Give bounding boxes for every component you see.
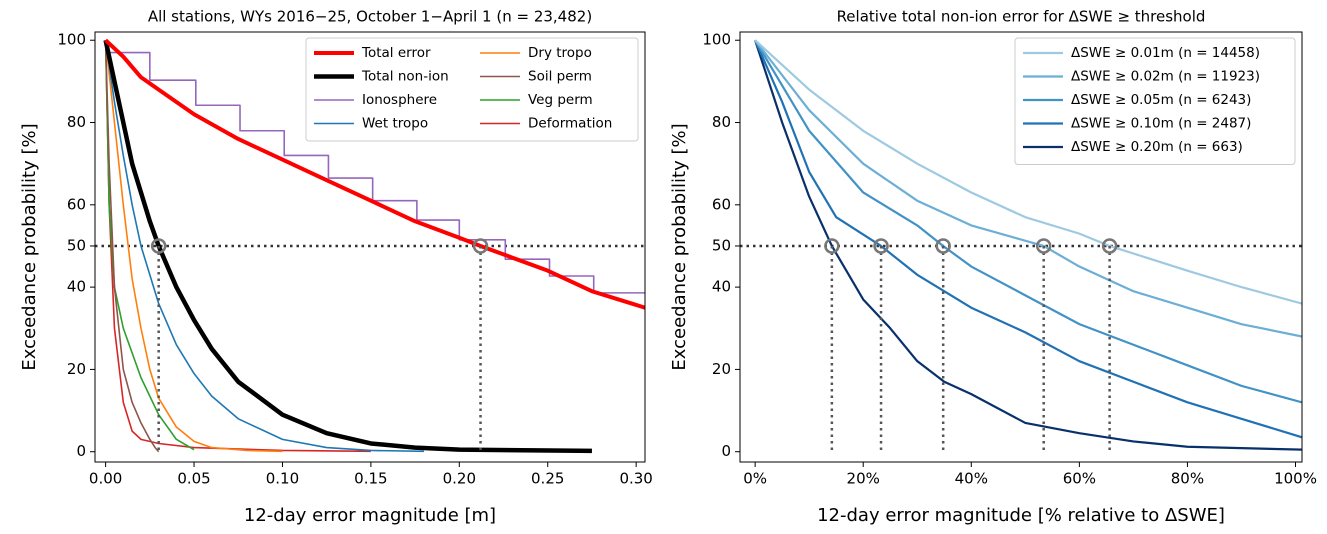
y-tick-label: 40 xyxy=(712,278,731,296)
series-line xyxy=(754,39,1302,404)
x-tick-label: 0.05 xyxy=(177,470,210,488)
y-tick-label: 50 xyxy=(712,236,731,254)
legend-label: Dry tropo xyxy=(528,45,592,61)
reference-point xyxy=(935,238,951,254)
y-tick-label: 100 xyxy=(57,31,86,49)
x-tick-label: 100% xyxy=(1274,470,1317,488)
y-tick-label: 100 xyxy=(702,31,731,49)
y-tick-label: 20 xyxy=(67,360,86,378)
plot-area xyxy=(740,39,1302,452)
reference-point xyxy=(1101,238,1118,254)
reference-point xyxy=(824,238,840,254)
x-tick-label: 80% xyxy=(1171,470,1204,488)
series-line xyxy=(104,40,424,453)
y-tick-label: 60 xyxy=(67,195,86,213)
legend-label: ΔSWE ≥ 0.10m (n = 2487) xyxy=(1071,116,1251,132)
legend-label: Veg perm xyxy=(528,92,593,108)
x-axis-label: 12-day error magnitude [% relative to ΔS… xyxy=(817,505,1225,526)
chart-title: Relative total non-ion error for ΔSWE ≥ … xyxy=(837,8,1206,26)
x-tick-label: 60% xyxy=(1063,470,1096,488)
chart-title: All stations, WYs 2016−25, October 1−Apr… xyxy=(148,8,592,26)
x-tick-label: 0.10 xyxy=(266,470,299,488)
x-tick-label: 0.20 xyxy=(443,470,476,488)
legend-label: Wet tropo xyxy=(362,116,428,132)
legend-label: Total error xyxy=(361,45,431,61)
series-line xyxy=(754,39,1302,338)
y-tick-label: 40 xyxy=(67,278,86,296)
x-tick-label: 20% xyxy=(847,470,880,488)
x-axis-label: 12-day error magnitude [m] xyxy=(244,505,496,526)
series-line xyxy=(104,38,645,310)
y-tick-label: 50 xyxy=(67,236,86,254)
reference-point xyxy=(1035,238,1052,254)
x-tick-label: 0.15 xyxy=(354,470,387,488)
y-axis-label: Exceedance probability [%] xyxy=(669,123,690,370)
y-tick-label: 0 xyxy=(721,442,731,460)
series-line xyxy=(754,39,1302,305)
y-tick-label: 60 xyxy=(712,195,731,213)
axes-frame xyxy=(94,31,646,463)
series-line xyxy=(754,39,1302,439)
legend-label: Total non-ion xyxy=(361,69,449,85)
legend-label: ΔSWE ≥ 0.20m (n = 663) xyxy=(1071,139,1243,155)
plot-area xyxy=(95,38,645,454)
legend-label: ΔSWE ≥ 0.02m (n = 11923) xyxy=(1071,69,1260,85)
series-line xyxy=(105,51,645,294)
x-tick-label: 0.30 xyxy=(619,470,652,488)
x-tick-label: 0.00 xyxy=(89,470,122,488)
y-tick-label: 80 xyxy=(712,113,731,131)
series-line xyxy=(104,40,195,451)
legend-label: Soil perm xyxy=(528,69,592,85)
reference-point xyxy=(472,238,489,254)
axes-frame xyxy=(739,31,1303,463)
reference-point xyxy=(873,238,889,254)
x-tick-label: 40% xyxy=(955,470,988,488)
legend-box xyxy=(305,37,639,142)
x-tick-label: 0.25 xyxy=(531,470,564,488)
y-tick-label: 0 xyxy=(76,442,86,460)
legend-label: ΔSWE ≥ 0.05m (n = 6243) xyxy=(1071,92,1251,108)
legend-label: Deformation xyxy=(528,116,612,132)
series-line xyxy=(104,40,160,453)
legend-box xyxy=(1014,37,1296,165)
legend-label: ΔSWE ≥ 0.01m (n = 14458) xyxy=(1071,45,1260,61)
series-line xyxy=(103,39,592,454)
series-line xyxy=(754,39,1302,451)
y-tick-label: 20 xyxy=(712,360,731,378)
series-line xyxy=(104,40,283,453)
y-axis-label: Exceedance probability [%] xyxy=(19,123,40,370)
legend-label: Ionosphere xyxy=(362,92,437,108)
y-tick-label: 80 xyxy=(67,113,86,131)
reference-point xyxy=(150,238,167,254)
x-tick-label: 0% xyxy=(743,470,767,488)
